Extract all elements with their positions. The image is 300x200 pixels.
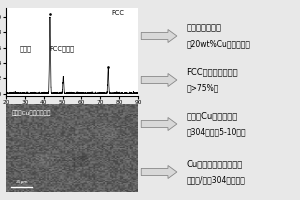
FancyArrow shape	[141, 117, 177, 130]
FancyArrow shape	[141, 74, 177, 86]
X-axis label: Cu lal 2: Cu lal 2	[61, 106, 83, 111]
Text: 高含量Cu元素均匀分布: 高含量Cu元素均匀分布	[11, 110, 51, 116]
Text: 高熵提高固溶度: 高熵提高固溶度	[187, 23, 222, 32]
Text: （20wt%Cu实现互溶）: （20wt%Cu实现互溶）	[187, 39, 250, 48]
Text: 25μm: 25μm	[16, 180, 28, 184]
FancyArrow shape	[141, 30, 177, 43]
Text: 多主元: 多主元	[19, 45, 31, 52]
Text: Cu均匀分布实现耐蚀性: Cu均匀分布实现耐蚀性	[187, 160, 243, 168]
Text: （接近/超过304不锈鑂）: （接近/超过304不锈鑂）	[187, 175, 245, 184]
Text: （304不锈鑸5-10倍）: （304不锈鑸5-10倍）	[187, 127, 246, 136]
Text: 高含量Cu实现防污性: 高含量Cu实现防污性	[187, 112, 238, 120]
FancyArrow shape	[141, 166, 177, 178]
Text: FCC结构实现高塑性: FCC结构实现高塑性	[187, 68, 238, 76]
Text: FCC: FCC	[112, 10, 124, 16]
Text: FCC相结构: FCC相结构	[50, 45, 75, 52]
Text: （>75%）: （>75%）	[187, 83, 219, 92]
